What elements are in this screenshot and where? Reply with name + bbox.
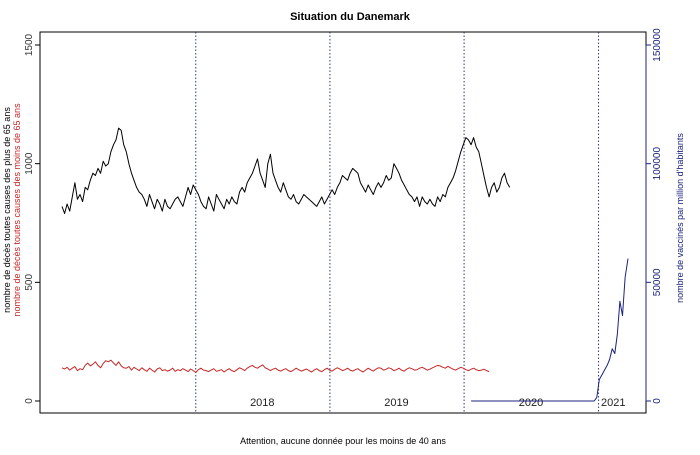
series-line-deaths_under_65: [61, 359, 490, 373]
y-left-label-black: nombre de décès toutes causes des plus d…: [2, 107, 12, 313]
y-right-tick-label-150000: 150000: [652, 28, 663, 62]
y-left-tick-label-0: 0: [24, 398, 35, 404]
y-left-tick-label-1500: 1500: [24, 33, 35, 56]
year-labels: 2018 2019 2020 2021: [250, 397, 625, 409]
left-axis: 0 500 1000 1500: [24, 33, 40, 404]
y-left-label-red: nombre de décès toutes causes des moins …: [12, 103, 22, 317]
y-right-tick-label-50000: 50000: [652, 268, 663, 296]
chart-title: Situation du Danemark: [290, 11, 411, 23]
series-group: [61, 127, 629, 402]
y-right-tick-label-100000: 100000: [652, 147, 663, 181]
plot-frame: [39, 31, 647, 414]
y-left-tick-label-1000: 1000: [24, 152, 35, 175]
y-right-label: nombre de vaccinés par million d'habitan…: [675, 133, 685, 303]
y-left-tick-label-500: 500: [24, 274, 35, 291]
year-label-2019: 2019: [384, 397, 408, 409]
year-label-2021: 2021: [601, 397, 625, 409]
year-label-2020: 2020: [519, 397, 543, 409]
y-right-tick-label-0: 0: [652, 398, 663, 404]
right-axis: 0 50000 100000 150000: [645, 28, 663, 404]
footnote: Attention, aucune donnée pour les moins …: [240, 436, 446, 446]
series-line-vaccinated_per_million: [471, 258, 629, 402]
year-label-2018: 2018: [250, 397, 274, 409]
series-line-deaths_over_65: [61, 127, 511, 214]
year-dividers: [195, 32, 600, 413]
